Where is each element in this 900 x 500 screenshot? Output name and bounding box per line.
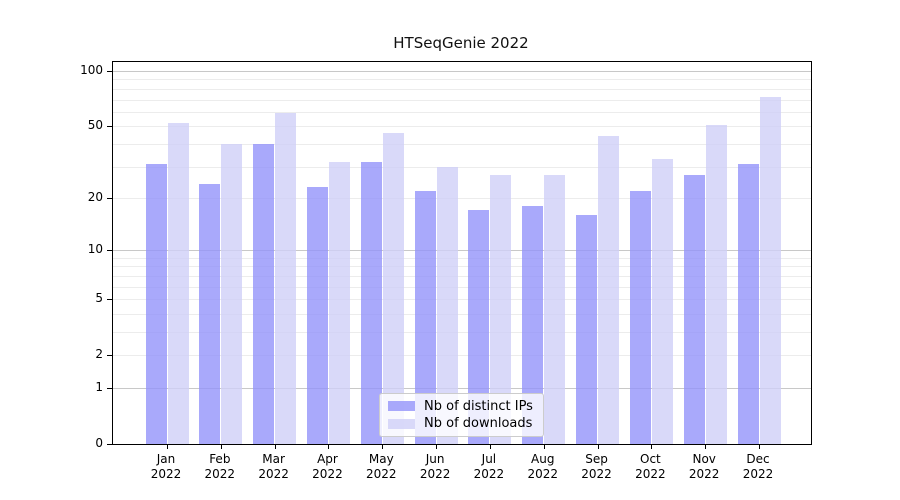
gridline-y-90 [113,79,811,81]
x-tick-3 [328,444,330,449]
x-tick-0 [167,444,168,449]
y-tick-2 [107,355,112,357]
x-tick-1 [220,444,222,449]
gridline-y-50 [113,126,811,128]
bar-nb-of-downloads-jan-2022 [167,123,189,444]
x-tick-11 [759,444,761,449]
y-tick-label-100: 100 [80,63,103,78]
gridline-y-80 [113,88,811,90]
legend: Nb of distinct IPs Nb of downloads [379,393,544,437]
bar-nb-of-distinct-ips-oct-2022 [629,190,651,444]
gridline-y-30 [113,166,811,168]
x-tick-label-7: Aug 2022 [527,452,558,481]
gridline-y-2 [113,355,811,357]
gridline-y-10 [113,250,811,252]
y-tick-0 [107,444,112,445]
y-tick-label-5: 5 [95,291,103,306]
bar-nb-of-downloads-jul-2022 [490,174,512,444]
gridline-y-40 [113,143,811,145]
chart-title: HTSeqGenie 2022 [393,34,529,52]
y-tick-label-20: 20 [87,189,103,204]
gridline-y-70 [113,99,811,101]
gridline-y-4 [113,313,811,315]
y-tick-label-10: 10 [87,242,103,257]
y-tick-1 [107,387,112,389]
legend-label-distinct-ips: Nb of distinct IPs [424,398,533,414]
bar-nb-of-distinct-ips-nov-2022 [683,174,705,444]
gridline-y-8 [113,266,811,268]
bar-nb-of-downloads-may-2022 [382,132,404,444]
y-tick-100 [107,71,112,73]
x-tick-label-10: Nov 2022 [688,452,720,481]
y-tick-label-2: 2 [95,347,103,362]
gridline-y-3 [113,331,811,333]
legend-entry-distinct-ips: Nb of distinct IPs [388,399,535,414]
y-tick-5 [107,299,112,301]
x-tick-2 [274,444,276,449]
legend-swatch-distinct-ips [388,401,415,412]
x-tick-7 [543,444,545,449]
x-tick-label-1: Feb 2022 [204,452,236,481]
x-tick-5 [436,444,438,449]
bar-nb-of-downloads-apr-2022 [328,161,350,444]
y-tick-label-1: 1 [95,379,103,394]
gridline-y-100 [113,71,811,73]
x-tick-9 [651,444,653,449]
x-tick-10 [705,444,707,449]
gridline-y-7 [113,275,811,277]
bar-nb-of-downloads-aug-2022 [544,174,566,444]
gridline-y-20 [113,197,811,199]
bar-nb-of-distinct-ips-jan-2022 [145,163,167,444]
bar-nb-of-distinct-ips-jul-2022 [468,210,490,444]
bar-nb-of-downloads-jun-2022 [436,166,458,444]
x-tick-label-0: Jan 2022 [150,452,182,481]
bar-nb-of-distinct-ips-jun-2022 [414,190,436,444]
x-tick-label-3: Apr 2022 [312,452,343,481]
bar-nb-of-distinct-ips-dec-2022 [737,163,759,444]
bar-nb-of-downloads-feb-2022 [221,143,243,444]
y-tick-10 [107,250,112,252]
gridline-y-6 [113,286,811,288]
bar-nb-of-downloads-mar-2022 [275,113,297,444]
legend-entry-downloads: Nb of downloads [388,416,535,431]
gridline-y-9 [113,257,811,259]
bar-nb-of-downloads-oct-2022 [651,159,673,444]
plot-area [107,61,812,449]
bar-nb-of-distinct-ips-feb-2022 [199,183,221,444]
x-tick-label-2: Mar 2022 [258,452,289,481]
x-tick-label-8: Sep 2022 [581,452,612,481]
y-tick-50 [107,126,112,128]
legend-label-downloads: Nb of downloads [424,416,533,432]
y-tick-label-0: 0 [95,436,103,450]
x-tick-label-4: May 2022 [365,452,397,481]
gridline-y-1 [113,387,811,389]
x-tick-label-6: Jul 2022 [473,452,505,481]
gridline-y-60 [113,111,811,113]
x-tick-8 [597,444,599,449]
bar-nb-of-distinct-ips-mar-2022 [253,143,275,444]
x-tick-label-9: Oct 2022 [635,452,666,481]
x-tick-label-11: Dec 2022 [742,452,774,481]
bar-nb-of-downloads-nov-2022 [705,124,727,444]
legend-swatch-downloads [388,418,415,429]
y-tick-20 [107,197,112,199]
x-tick-6 [489,444,491,449]
x-tick-4 [382,444,384,449]
bar-nb-of-distinct-ips-aug-2022 [522,206,544,444]
bar-nb-of-downloads-sep-2022 [598,136,620,444]
bar-nb-of-distinct-ips-may-2022 [360,161,382,444]
bar-nb-of-downloads-dec-2022 [759,97,781,444]
bar-nb-of-distinct-ips-sep-2022 [576,215,598,444]
y-tick-label-50: 50 [87,118,103,133]
gridline-y-5 [113,299,811,301]
x-tick-label-5: Jun 2022 [419,452,451,481]
bar-nb-of-distinct-ips-apr-2022 [306,187,328,444]
